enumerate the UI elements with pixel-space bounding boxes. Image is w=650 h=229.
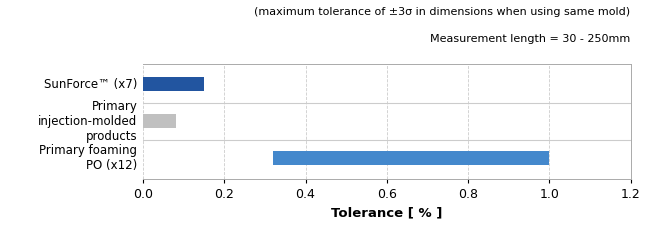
Bar	[273, 151, 549, 165]
Text: (maximum tolerance of ±3σ in dimensions when using same mold): (maximum tolerance of ±3σ in dimensions …	[254, 7, 630, 17]
Text: Measurement length = 30 - 250mm: Measurement length = 30 - 250mm	[430, 34, 630, 44]
X-axis label: Tolerance [ % ]: Tolerance [ % ]	[331, 206, 443, 219]
Bar	[143, 77, 204, 91]
Bar	[143, 114, 176, 128]
